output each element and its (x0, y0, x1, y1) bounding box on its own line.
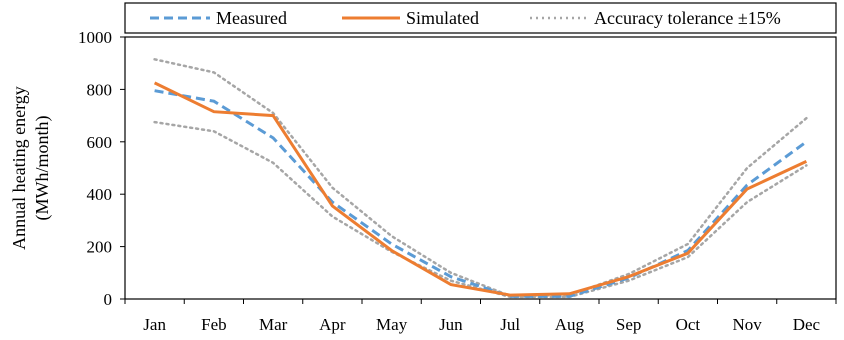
y-tick-label: 600 (87, 133, 113, 152)
x-tick-label: May (376, 315, 408, 334)
x-tick-label: Feb (201, 315, 227, 334)
x-tick-label: Nov (732, 315, 762, 334)
legend: Measured Simulated Accuracy tolerance ±15% (124, 2, 837, 34)
x-tick-label: Jul (500, 315, 520, 334)
legend-box (124, 2, 837, 34)
y-axis-label-line2: (MWh/month) (32, 116, 53, 221)
legend-label-1: Measured (216, 8, 287, 28)
y-tick-label: 1000 (78, 28, 112, 47)
x-tick-label: Apr (319, 315, 346, 334)
x-tick-label: Mar (259, 315, 288, 334)
x-tick-label: Oct (676, 315, 701, 334)
measured-line (154, 89, 808, 298)
y-tick-label: 200 (87, 238, 113, 257)
x-tick-label: Aug (555, 315, 585, 334)
x-tick-label: Dec (793, 315, 821, 334)
x-tick-label: Jun (439, 315, 463, 334)
y-tick-label: 800 (87, 80, 113, 99)
plot-frame (124, 36, 837, 300)
x-tick-label: Sep (616, 315, 642, 334)
y-tick-label: 400 (87, 185, 113, 204)
tolerance-lower-line (153, 120, 808, 299)
y-tick-label: 0 (104, 290, 113, 309)
legend-label-3: Accuracy tolerance ±15% (594, 8, 781, 28)
y-axis-label-line1: Annual heating energy (9, 86, 29, 250)
legend-label-2: Simulated (406, 8, 479, 28)
axes: 0 200 400 600 800 1000 Jan Feb Mar Apr May Jun Jul Au… (78, 28, 837, 334)
series-layer (153, 58, 808, 299)
tolerance-upper-line (153, 58, 808, 298)
x-tick-label: Jan (143, 315, 166, 334)
simulated-line (153, 81, 808, 297)
